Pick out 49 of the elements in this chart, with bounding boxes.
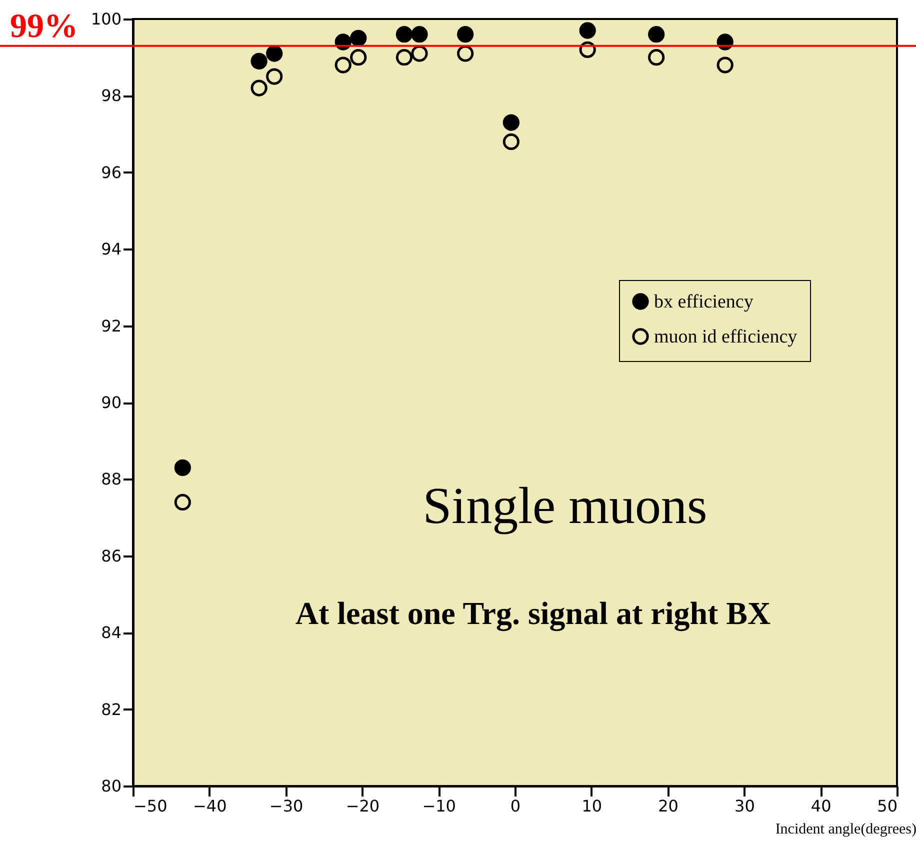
x-tick-label: −40 [193,796,227,816]
y-tick-label: 82 [101,700,122,719]
point [174,459,191,476]
point [396,49,413,66]
ref-line-label: 99% [10,8,78,45]
y-tick-label: 80 [101,776,122,796]
x-tick-label: −30 [269,796,304,816]
point [411,45,428,62]
point [350,49,367,66]
point [457,45,474,62]
point [266,68,283,85]
point [396,26,413,43]
x-axis-title: Incident angle(degrees) [775,822,916,838]
x-tick-label: −10 [422,796,456,816]
y-tick-label: 90 [101,393,122,412]
point [502,114,520,131]
y-tick-label: 100 [90,10,122,28]
point [174,494,191,511]
y-tick-label: 86 [101,546,122,566]
point [579,22,596,39]
x-tick-label: −20 [346,796,380,816]
x-tick-label: 40 [810,796,832,816]
x-tick-label: 20 [658,796,678,816]
point [648,49,665,66]
point [716,56,734,74]
point [648,26,665,43]
point [250,80,268,96]
y-tick-label: 92 [101,316,122,336]
y-tick-label: 88 [101,470,122,489]
legend-label: muon id efficiency [654,326,798,348]
y-tick-label: 94 [101,240,122,259]
point [266,45,283,62]
legend-label: bx efficiency [654,292,754,312]
y-tick-label: 96 [101,162,122,182]
point [334,56,352,74]
point [411,26,428,43]
point [502,133,520,150]
point [350,30,367,46]
x-tick-label: 30 [734,796,755,816]
x-tick-label: −50 [134,796,168,816]
x-tick-label: 50 [877,796,898,816]
x-tick-label: 10 [582,796,602,816]
point [250,52,268,70]
y-tick-label: 98 [101,86,122,106]
x-tick-label: 0 [510,796,521,816]
point [457,26,474,43]
y-tick-label: 84 [101,623,122,642]
annotation: At least one Trg. signal at right BX [295,595,771,632]
annotation: Single muons [422,478,708,535]
